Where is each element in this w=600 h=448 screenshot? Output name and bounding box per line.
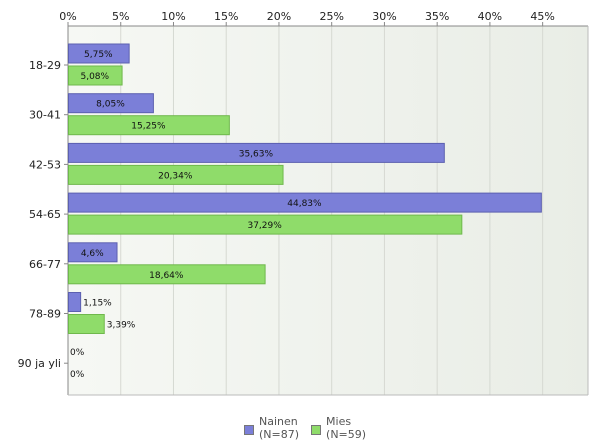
legend-label-nainen: Nainen xyxy=(259,415,298,428)
bar-label: 0% xyxy=(70,348,85,358)
bar-mies xyxy=(68,164,284,185)
bar-mies xyxy=(68,314,105,334)
bar-label: 44,83% xyxy=(287,199,322,209)
legend-item-nainen: Nainen (N=87) xyxy=(244,415,299,441)
bar-label: 5,75% xyxy=(84,50,113,60)
bar-label: 20,34% xyxy=(158,171,193,181)
bar-mies xyxy=(68,115,230,136)
x-tick-label: 15% xyxy=(214,10,238,23)
bar-nainen xyxy=(68,142,445,163)
bar-label: 4,6% xyxy=(81,249,104,259)
bar-mies xyxy=(68,214,463,235)
bar-label: 15,25% xyxy=(131,122,166,132)
x-tick-label: 5% xyxy=(112,10,129,23)
legend-sub-nainen: (N=87) xyxy=(259,428,300,441)
legend-swatch-mies xyxy=(311,425,322,435)
legend-sub-mies: (N=59) xyxy=(326,428,367,441)
x-tick-label: 20% xyxy=(267,10,291,23)
x-tick-label: 0% xyxy=(59,10,76,23)
bar-label: 1,15% xyxy=(83,299,112,309)
bar-label: 8,05% xyxy=(96,100,125,110)
x-tick-label: 30% xyxy=(372,10,396,23)
category-label: 90 ja yli xyxy=(18,357,61,370)
legend-item-mies: Mies (N=59) xyxy=(311,415,366,441)
x-tick-label: 10% xyxy=(161,10,185,23)
x-tick-label: 25% xyxy=(319,10,343,23)
bar-nainen xyxy=(68,192,542,213)
bar-mies xyxy=(68,264,266,285)
bar-mies xyxy=(68,65,123,86)
bar-label: 18,64% xyxy=(149,271,184,281)
bar-label: 0% xyxy=(70,370,85,380)
bar-nainen xyxy=(68,43,130,64)
x-tick-label: 40% xyxy=(478,10,502,23)
category-label: 66-77 xyxy=(29,258,61,271)
bar-label: 37,29% xyxy=(247,221,282,231)
bar-nainen xyxy=(68,292,82,312)
category-label: 42-53 xyxy=(29,158,61,171)
bar-label: 5,08% xyxy=(80,72,109,82)
legend-swatch-nainen xyxy=(244,425,254,435)
category-label: 18-29 xyxy=(29,59,61,72)
bar-nainen xyxy=(68,93,154,114)
legend: Nainen (N=87) Mies (N=59) xyxy=(244,415,366,441)
bar-nainen xyxy=(68,242,118,263)
category-label: 78-89 xyxy=(29,308,61,321)
category-label: 30-41 xyxy=(29,109,61,122)
x-tick-label: 45% xyxy=(530,10,554,23)
x-tick-label: 35% xyxy=(425,10,449,23)
bar-label: 35,63% xyxy=(239,149,274,159)
legend-label-mies: Mies xyxy=(326,415,352,428)
category-label: 54-65 xyxy=(29,208,61,221)
bar-label: 3,39% xyxy=(107,321,136,331)
